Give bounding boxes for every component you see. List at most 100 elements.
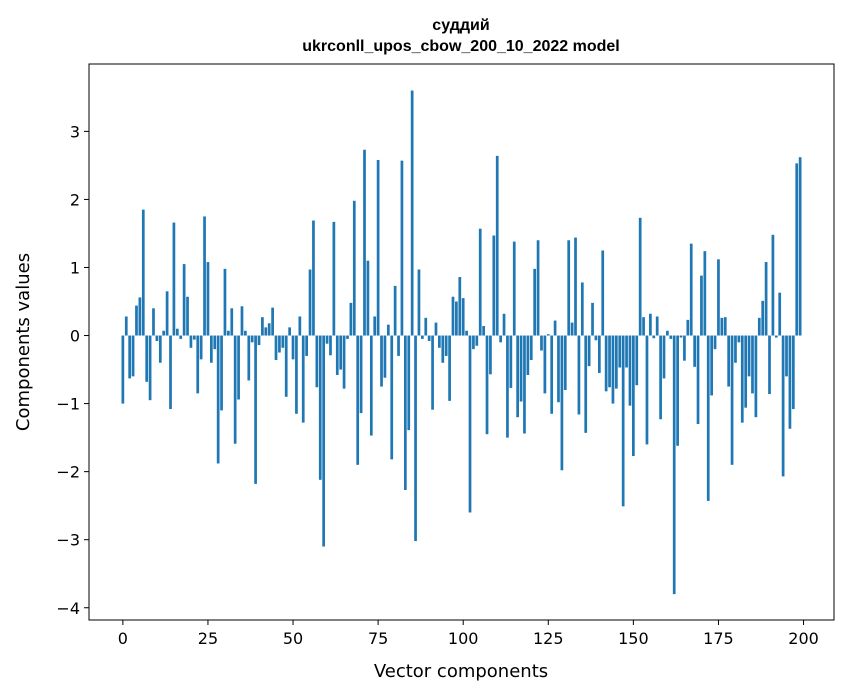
x-tick-label: 75 — [368, 629, 388, 648]
bar-174 — [713, 335, 717, 350]
y-tick-label: −1 — [56, 395, 80, 414]
bar-158 — [659, 335, 662, 420]
y-tick-label: 2 — [70, 190, 80, 209]
bar-114 — [509, 335, 513, 388]
bar-185 — [751, 335, 754, 394]
bar-190 — [768, 335, 771, 395]
bar-101 — [465, 330, 468, 336]
bar-173 — [710, 335, 714, 396]
bar-67 — [349, 302, 353, 336]
bar-110 — [495, 155, 499, 336]
bar-194 — [781, 335, 785, 477]
bar-127 — [553, 320, 557, 336]
bar-32 — [230, 308, 234, 336]
bar-141 — [601, 250, 605, 336]
bar-31 — [227, 330, 230, 336]
bar-84 — [407, 335, 411, 431]
bar-9 — [152, 308, 155, 336]
bar-97 — [451, 296, 455, 336]
bar-136 — [584, 335, 588, 433]
bar-195 — [785, 335, 788, 377]
bar-74 — [373, 316, 377, 336]
bar-167 — [689, 243, 693, 336]
bar-22 — [196, 335, 200, 394]
bar-87 — [417, 269, 421, 336]
bar-188 — [761, 300, 765, 336]
bar-24 — [203, 216, 206, 336]
bar-81 — [397, 335, 400, 356]
bar-157 — [655, 316, 659, 336]
bar-92 — [434, 322, 438, 336]
y-tick-label: 1 — [70, 258, 80, 277]
bar-62 — [332, 221, 336, 336]
bar-51 — [295, 335, 298, 414]
x-axis-label: Vector components — [374, 661, 548, 682]
bar-56 — [312, 220, 315, 336]
bar-131 — [567, 240, 571, 336]
bar-126 — [550, 335, 554, 414]
bar-57 — [315, 335, 319, 388]
bar-144 — [611, 335, 615, 404]
y-axis-ticks: −4 −3 −2 −1 0 1 2 3 — [56, 122, 89, 618]
bar-148 — [625, 335, 628, 368]
bar-73 — [369, 335, 373, 436]
bar-137 — [587, 335, 591, 367]
bar-104 — [475, 335, 479, 346]
bar-53 — [301, 335, 305, 423]
bar-105 — [478, 228, 482, 336]
bar-27 — [213, 335, 217, 350]
bar-55 — [308, 269, 312, 336]
bar-102 — [468, 335, 472, 513]
bar-113 — [506, 335, 509, 438]
bar-0 — [121, 335, 125, 404]
bar-35 — [240, 306, 244, 336]
bar-139 — [594, 335, 598, 341]
bar-138 — [591, 302, 594, 336]
bar-72 — [366, 260, 370, 336]
bar-45 — [274, 335, 278, 361]
bar-183 — [744, 335, 748, 408]
bar-94 — [441, 335, 445, 363]
bar-34 — [237, 335, 240, 400]
bar-121 — [533, 268, 537, 336]
plot-frame — [88, 63, 835, 621]
bar-107 — [485, 335, 489, 435]
bar-178 — [727, 335, 731, 387]
bar-151 — [635, 335, 639, 386]
bar-192 — [774, 335, 778, 338]
bar-10 — [155, 335, 159, 341]
bar-184 — [747, 335, 751, 377]
bar-146 — [618, 335, 622, 368]
bar-86 — [414, 335, 417, 542]
y-tick-label: −3 — [56, 531, 80, 550]
bar-175 — [717, 259, 720, 336]
bar-59 — [322, 335, 326, 547]
bar-125 — [546, 334, 550, 336]
bar-115 — [512, 241, 516, 336]
bar-18 — [182, 264, 186, 336]
bar-109 — [492, 235, 496, 336]
bar-8 — [148, 335, 152, 401]
bar-123 — [540, 335, 543, 351]
bar-83 — [403, 335, 407, 491]
y-axis-label: Components values — [13, 253, 34, 431]
bar-143 — [608, 335, 611, 388]
bar-28 — [216, 335, 220, 464]
bar-40 — [257, 335, 261, 346]
bar-169 — [696, 335, 700, 424]
bar-85 — [410, 90, 414, 336]
bar-119 — [526, 335, 530, 375]
bar-77 — [383, 335, 387, 378]
bar-161 — [669, 335, 673, 339]
chart-title-line2: ukrconll_upos_cbow_200_10_2022 model — [302, 38, 619, 55]
bar-5 — [138, 297, 142, 336]
bar-50 — [291, 335, 295, 360]
bar-42 — [264, 327, 268, 336]
bar-149 — [628, 335, 632, 406]
bar-198 — [795, 163, 799, 336]
bar-20 — [189, 335, 193, 348]
bar-182 — [740, 335, 744, 423]
bar-98 — [455, 301, 458, 336]
x-tick-label: 150 — [618, 629, 649, 648]
